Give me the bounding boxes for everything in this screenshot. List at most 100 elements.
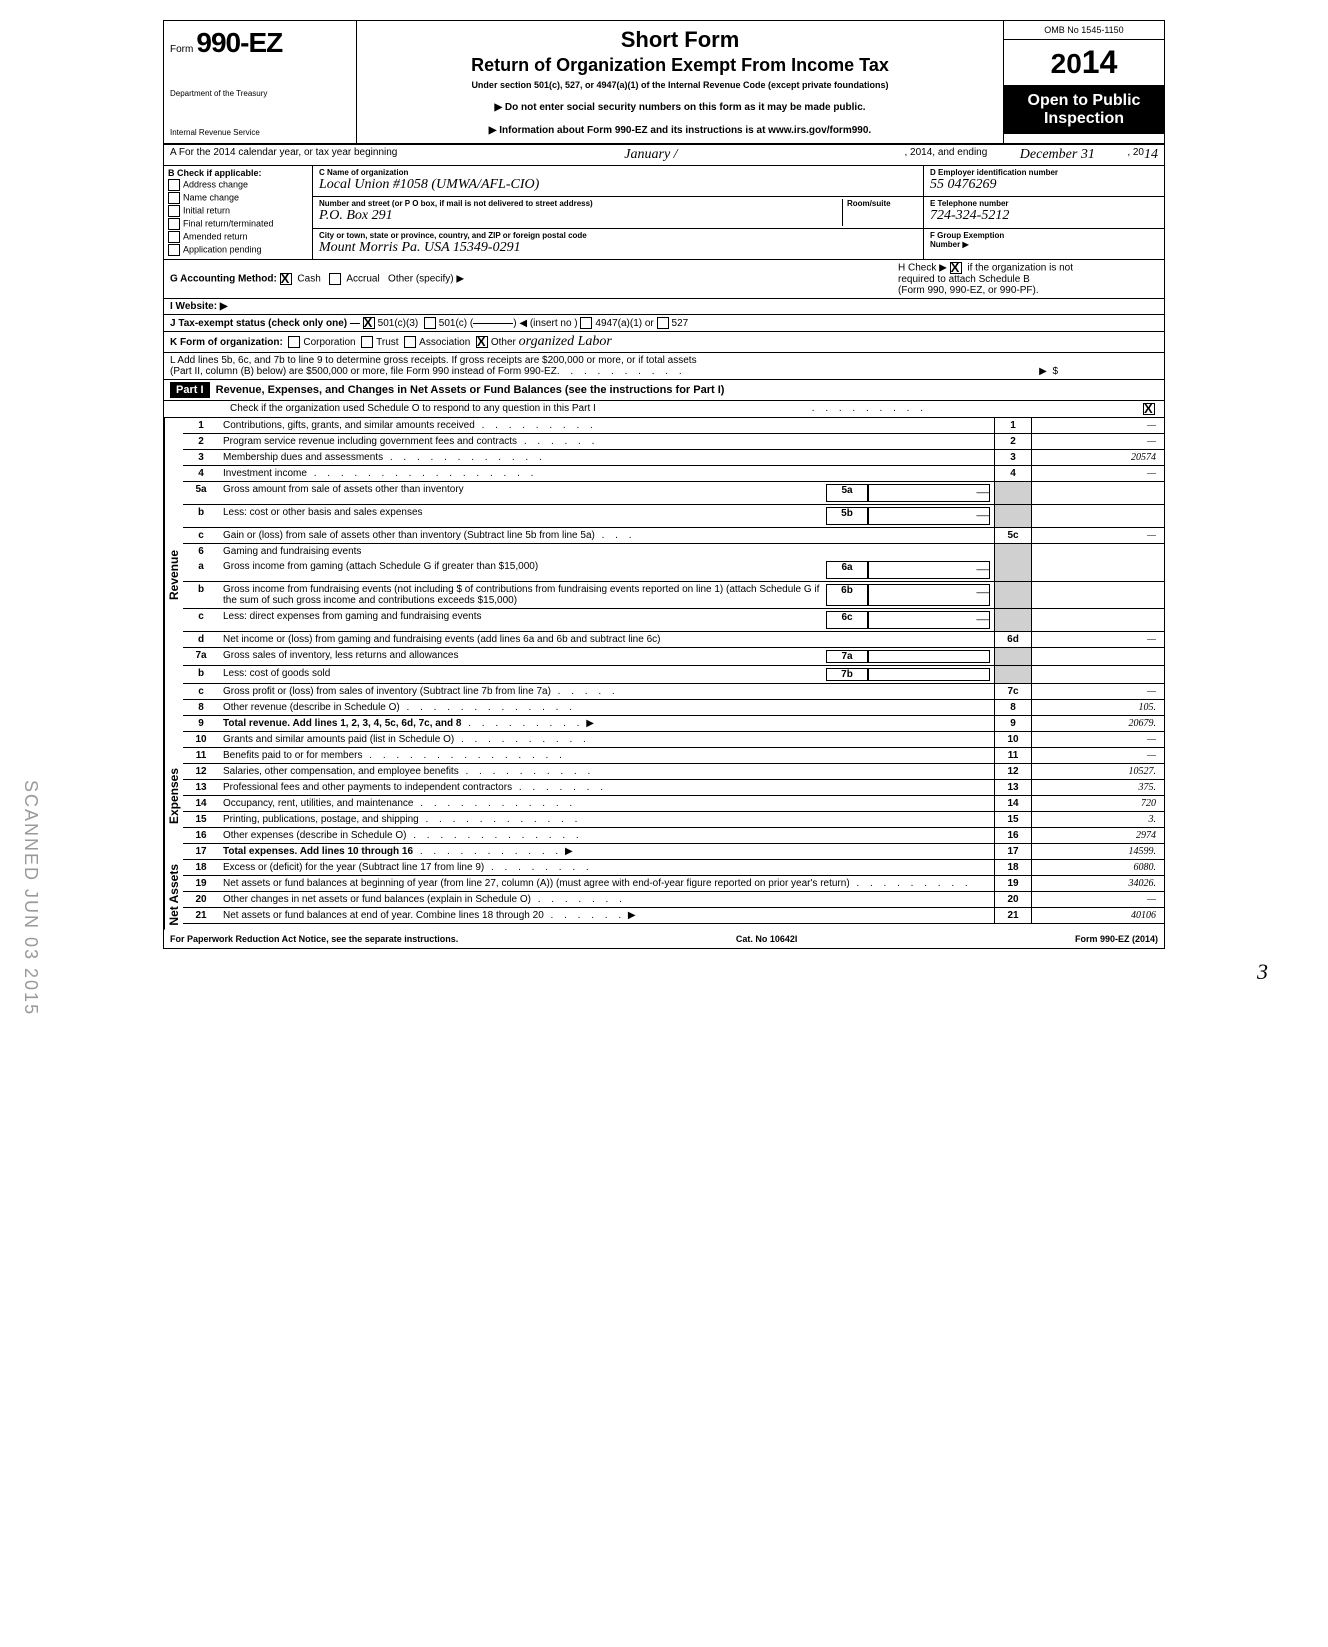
row-l: L Add lines 5b, 6c, and 7b to line 9 to …: [164, 353, 1164, 380]
cb-name-change[interactable]: Name change: [168, 192, 308, 204]
title-short-form: Short Form: [367, 27, 993, 53]
room-label: Room/suite: [847, 199, 917, 208]
4947a1-label: 4947(a)(1) or: [595, 318, 653, 329]
dept-treasury: Department of the Treasury: [170, 89, 350, 98]
line-7b: bLess: cost of goods sold7b: [183, 666, 1164, 684]
city-label: City or town, state or province, country…: [319, 231, 917, 240]
website-label: I Website: ▶: [170, 301, 228, 312]
cb-other[interactable]: [476, 336, 488, 348]
cb-label: Final return/terminated: [183, 218, 274, 228]
line-6c: cLess: direct expenses from gaming and f…: [183, 609, 1164, 632]
501c-label: 501(c) (: [439, 318, 473, 329]
line-desc: Gain or (loss) from sale of assets other…: [223, 530, 595, 541]
cb-accrual[interactable]: [329, 273, 341, 285]
line-15: 15Printing, publications, postage, and s…: [183, 812, 1164, 828]
mid-num: 6c: [826, 611, 868, 629]
line-20: 20Other changes in net assets or fund ba…: [183, 892, 1164, 908]
line-amount: 720: [1032, 796, 1165, 812]
row-a-tax-year: A For the 2014 calendar year, or tax yea…: [164, 145, 1164, 166]
row-i-website: I Website: ▶: [164, 299, 1164, 315]
header-right: OMB No 1545-1150 2014 Open to Public Ins…: [1004, 21, 1164, 143]
cb-cash[interactable]: [280, 273, 292, 285]
line-desc: Total revenue. Add lines 1, 2, 3, 4, 5c,…: [223, 718, 461, 729]
cb-final-return[interactable]: Final return/terminated: [168, 218, 308, 230]
cb-trust[interactable]: [361, 336, 373, 348]
phone-label: E Telephone number: [930, 199, 1158, 208]
phone: 724-324-5212: [930, 208, 1158, 224]
row-a-suffix: , 20: [1127, 147, 1144, 163]
other-specify: Other (specify) ▶: [388, 274, 464, 285]
line-amount: 375.: [1032, 780, 1165, 796]
line-21: 21Net assets or fund balances at end of …: [183, 908, 1164, 924]
line-13: 13Professional fees and other payments t…: [183, 780, 1164, 796]
corp-label: Corporation: [303, 337, 355, 348]
insert-no: ) ◀ (insert no ): [513, 318, 577, 329]
line-11: 11Benefits paid to or for members . . . …: [183, 748, 1164, 764]
line-amount: —: [1032, 632, 1165, 648]
line-1: 1Contributions, gifts, grants, and simil…: [183, 418, 1164, 434]
year-prefix: 20: [1051, 48, 1082, 79]
line-18: 18Excess or (deficit) for the year (Subt…: [183, 860, 1164, 876]
ein-label: D Employer identification number: [930, 168, 1158, 177]
title-return: Return of Organization Exempt From Incom…: [367, 55, 993, 76]
row-a-label: A For the 2014 calendar year, or tax yea…: [170, 147, 397, 163]
cb-initial-return[interactable]: Initial return: [168, 205, 308, 217]
line-2: 2Program service revenue including gover…: [183, 434, 1164, 450]
line-desc: Gross income from fundraising events (no…: [223, 584, 826, 606]
arrow: ▶: [586, 718, 594, 729]
line-amount: —: [1032, 528, 1165, 544]
line-amount: 105.: [1032, 700, 1165, 716]
cb-amended-return[interactable]: Amended return: [168, 231, 308, 243]
line-amount: —: [1032, 434, 1165, 450]
line-6a: aGross income from gaming (attach Schedu…: [183, 559, 1164, 582]
j-label: J Tax-exempt status (check only one) —: [170, 318, 360, 329]
expenses-section: Expenses 10Grants and similar amounts pa…: [164, 732, 1164, 860]
group-exemption-number: Number ▶: [930, 240, 1158, 249]
line-desc: Less: cost or other basis and sales expe…: [223, 507, 826, 525]
form-990ez: Form 990-EZ Department of the Treasury I…: [163, 20, 1165, 949]
cb-address-change[interactable]: Address change: [168, 179, 308, 191]
row-gh: G Accounting Method: Cash Accrual Other …: [164, 260, 1164, 299]
footer-center: Cat. No 10642I: [736, 934, 798, 944]
cb-501c[interactable]: [424, 317, 436, 329]
cb-label: Name change: [183, 192, 239, 202]
omb-number: OMB No 1545-1150: [1004, 21, 1164, 40]
inspection-label: Inspection: [1044, 110, 1124, 127]
row-k-form-org: K Form of organization: Corporation Trus…: [164, 332, 1164, 353]
subtitle: Under section 501(c), 527, or 4947(a)(1)…: [367, 80, 993, 90]
org-name: Local Union #1058 (UMWA/AFL-CIO): [319, 177, 917, 193]
line-8: 8Other revenue (describe in Schedule O) …: [183, 700, 1164, 716]
cb-schedule-o[interactable]: [1143, 403, 1155, 415]
cb-corporation[interactable]: [288, 336, 300, 348]
line-6: 6Gaming and fundraising events: [183, 544, 1164, 560]
group-exemption-label: F Group Exemption: [930, 231, 1158, 240]
line-5c: cGain or (loss) from sale of assets othe…: [183, 528, 1164, 544]
net-assets-label: Net Assets: [164, 860, 183, 930]
cb-527[interactable]: [657, 317, 669, 329]
cb-501c3[interactable]: [363, 317, 375, 329]
end-date: December 31: [987, 147, 1127, 163]
cb-schedule-b[interactable]: [950, 262, 962, 274]
line-5b: bLess: cost or other basis and sales exp…: [183, 505, 1164, 528]
dept-irs: Internal Revenue Service: [170, 128, 350, 137]
cb-application-pending[interactable]: Application pending: [168, 244, 308, 256]
line-desc: Gross profit or (loss) from sales of inv…: [223, 686, 551, 697]
scanned-stamp: SCANNED JUN 03 2015: [20, 780, 41, 1016]
mid-val: [868, 650, 990, 663]
line-desc: Less: cost of goods sold: [223, 668, 826, 681]
line-desc: Less: direct expenses from gaming and fu…: [223, 611, 826, 629]
h-text4: (Form 990, 990-EZ, or 990-PF).: [898, 285, 1039, 296]
line-desc: Occupancy, rent, utilities, and maintena…: [223, 798, 413, 809]
line-desc: Gross amount from sale of assets other t…: [223, 484, 826, 502]
revenue-section: Revenue 1Contributions, gifts, grants, a…: [164, 418, 1164, 732]
cb-4947a1[interactable]: [580, 317, 592, 329]
line-4: 4Investment income . . . . . . . . . . .…: [183, 466, 1164, 482]
revenue-label: Revenue: [164, 418, 183, 732]
dots: . . . . . . . . . .: [557, 366, 1039, 377]
mid-num: 6b: [826, 584, 868, 606]
cb-label: Application pending: [183, 244, 262, 254]
line-16: 16Other expenses (describe in Schedule O…: [183, 828, 1164, 844]
instr-ssn: ▶ Do not enter social security numbers o…: [367, 102, 993, 113]
cb-association[interactable]: [404, 336, 416, 348]
expenses-label: Expenses: [164, 732, 183, 860]
